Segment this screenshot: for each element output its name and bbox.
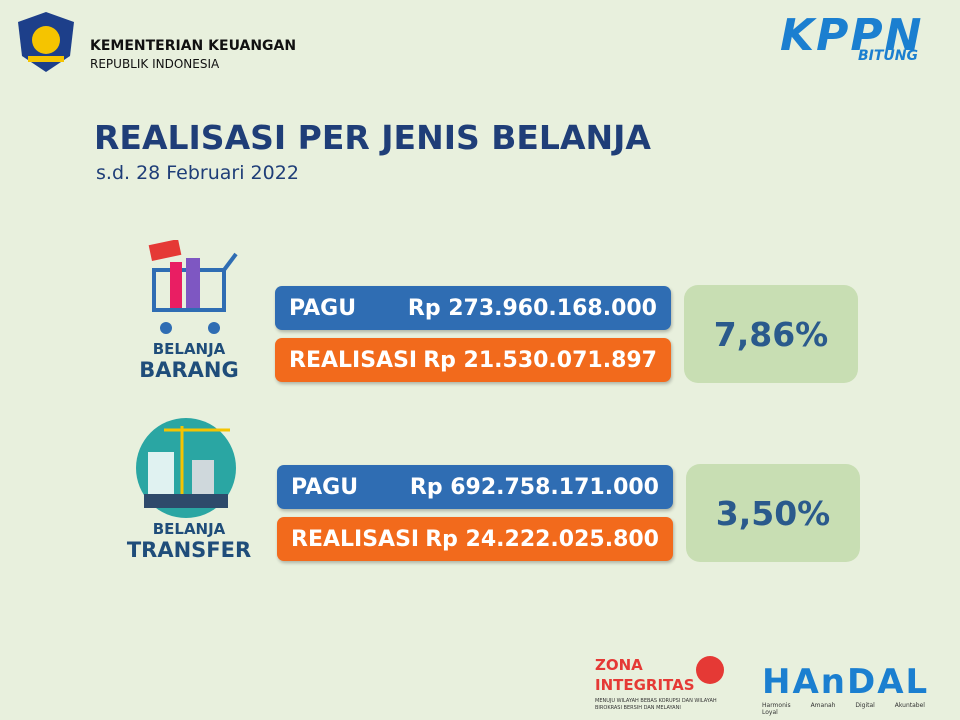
category-label: BELANJA TRANSFER xyxy=(124,520,254,562)
kppn-logo: KPPN xyxy=(780,10,924,61)
hand-icon xyxy=(696,656,724,684)
pagu-label: PAGU xyxy=(291,474,359,500)
pagu-value: Rp 692.758.171.000 xyxy=(409,474,659,500)
zona-text: ZONA xyxy=(595,656,643,674)
zona-note: MENUJU WILAYAH BEBAS KORUPSI DAN WILAYAH… xyxy=(595,698,717,711)
pagu-bar: PAGU Rp 273.960.168.000 xyxy=(275,286,671,330)
ministry-logo xyxy=(18,12,74,72)
category-top: BELANJA xyxy=(152,340,226,358)
kppn-sub: BITUNG xyxy=(858,48,919,64)
category-bottom: BARANG xyxy=(139,358,239,382)
category-label: BELANJA BARANG xyxy=(124,340,254,382)
handal-logo: HAnDAL xyxy=(762,662,930,702)
realisasi-bar: REALISASI Rp 24.222.025.800 xyxy=(277,517,673,561)
integritas-text: INTEGRITAS xyxy=(595,676,695,694)
pagu-value: Rp 273.960.168.000 xyxy=(407,295,657,321)
realisasi-label: REALISASI xyxy=(289,347,418,373)
category-bottom: TRANSFER xyxy=(126,538,252,562)
realisasi-value: Rp 24.222.025.800 xyxy=(425,526,659,552)
building-icon xyxy=(136,418,236,518)
pagu-bar: PAGU Rp 692.758.171.000 xyxy=(277,465,673,509)
subtitle: s.d. 28 Februari 2022 xyxy=(96,162,299,184)
realisasi-label: REALISASI xyxy=(291,526,420,552)
republic-name: REPUBLIK INDONESIA xyxy=(90,57,220,71)
pagu-label: PAGU xyxy=(289,295,357,321)
cart-icon xyxy=(148,240,238,334)
handal-words: Harmonis Amanah Digital Akuntabel Loyal xyxy=(762,702,925,716)
title: REALISASI PER JENIS BELANJA xyxy=(94,118,651,157)
ministry-name: KEMENTERIAN KEUANGAN xyxy=(90,38,297,54)
percent-box: 3,50% xyxy=(686,464,860,562)
category-top: BELANJA xyxy=(152,520,226,538)
realisasi-bar: REALISASI Rp 21.530.071.897 xyxy=(275,338,671,382)
percent-box: 7,86% xyxy=(684,285,858,383)
realisasi-value: Rp 21.530.071.897 xyxy=(423,347,657,373)
